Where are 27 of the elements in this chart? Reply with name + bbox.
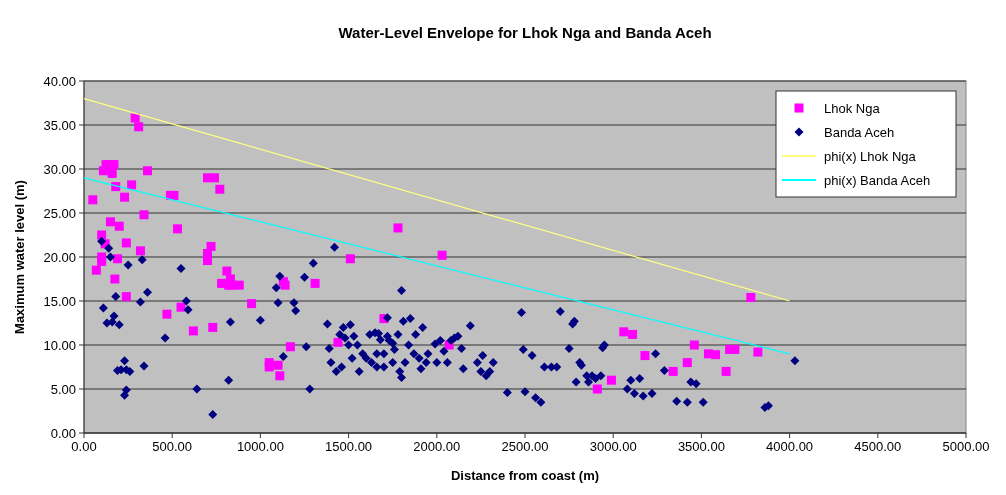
legend-label: phi(x) Banda Aceh [824, 172, 931, 188]
x-tick-label: 1000.00 [236, 439, 284, 454]
x-axis-title: Distance from coast (m) [450, 468, 600, 483]
y-tick-label: 10.00 [43, 337, 76, 353]
x-tick-label: 0.00 [71, 439, 97, 454]
x-tick-label: 2000.00 [413, 439, 461, 454]
y-tick-label: 35.00 [43, 117, 76, 133]
y-tick-label: 15.00 [43, 293, 76, 309]
y-axis-title: Maximum water level (m) [12, 180, 27, 334]
x-tick-label: 500.00 [152, 439, 193, 454]
y-tick-label: 25.00 [43, 205, 76, 221]
x-tick-label: 4500.00 [854, 439, 902, 454]
x-tick-label: 2500.00 [501, 439, 549, 454]
chart-title: Water-Level Envelope for Lhok Nga and Banda Aceh [338, 24, 712, 41]
legend-label: Banda Aceh [824, 124, 895, 140]
x-tick-label: 5000.00 [942, 439, 990, 454]
y-tick-label: 20.00 [43, 249, 76, 265]
x-tick-label: 4000.00 [766, 439, 814, 454]
y-tick-label: 0.00 [50, 425, 76, 441]
legend-label: Lhok Nga [824, 100, 881, 116]
legend-label: phi(x) Lhok Nga [824, 148, 917, 164]
x-tick-label: 1500.00 [325, 439, 373, 454]
x-tick-label: 3500.00 [677, 439, 725, 454]
y-tick-label: 40.00 [43, 73, 76, 89]
y-tick-label: 5.00 [50, 381, 76, 397]
y-tick-label: 30.00 [43, 161, 76, 177]
x-tick-label: 3000.00 [589, 439, 637, 454]
